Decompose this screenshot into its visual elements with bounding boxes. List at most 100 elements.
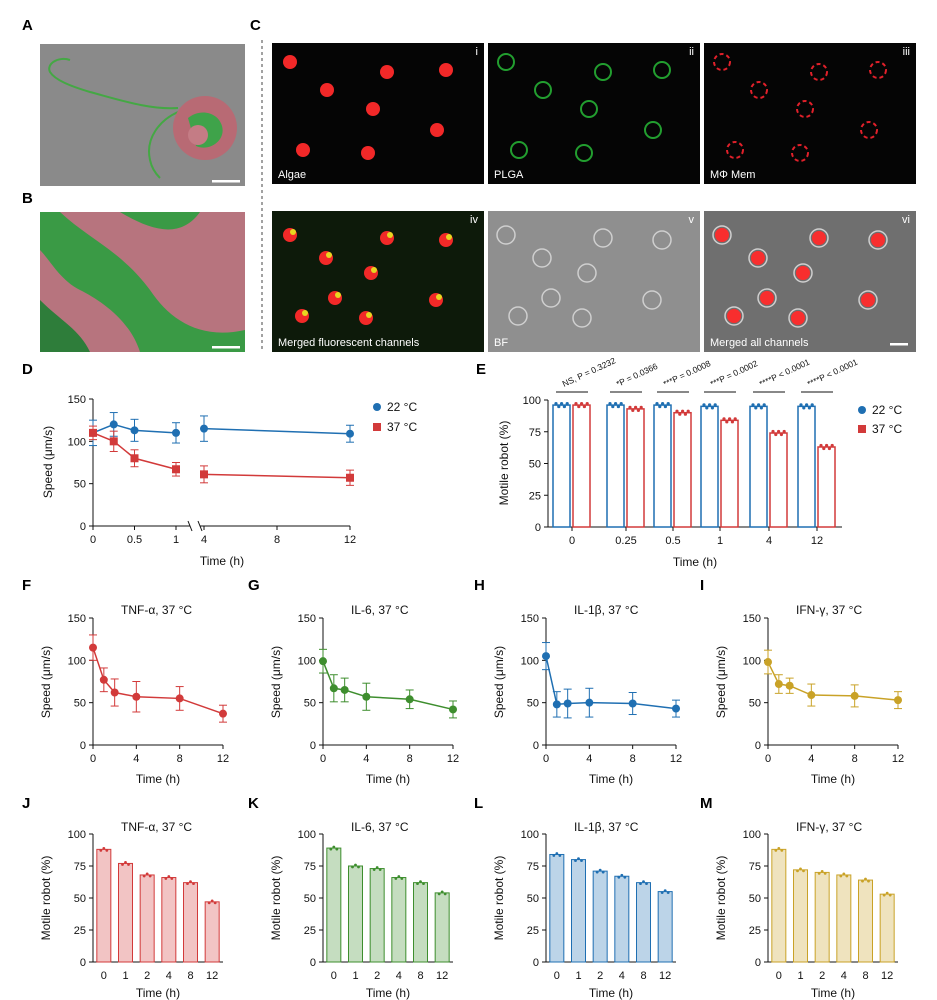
chart-m: 0 25 50 75 100 Motile robot (%) IFN-γ, 37 °C 0 1… [714,820,898,1000]
series-line [545,655,677,710]
chart-title: TNF-α, 37 °C [121,603,192,617]
x-tick-label: 4 [133,753,139,765]
replicate-dot [565,401,569,406]
y-axis-title: Motile robot (%) [492,856,506,941]
bar [552,404,571,528]
replicate-dot [335,847,339,851]
replicate-dot [867,879,870,883]
replicate-dot [686,409,690,413]
bar [369,868,385,963]
data-point [329,684,338,693]
fluorescence-grid: Algae i PLGA ii MΦ Mem iii Merged fluorescent … [272,43,916,352]
x-tick-label: 12 [811,535,823,547]
tile-roman: iv [470,214,478,226]
x-tick-label: 0 [569,535,575,547]
replicate-dot [440,890,444,894]
cell-yellow [446,234,452,240]
legend-label: 37 °C [872,422,902,436]
x-tick-label: 0 [90,534,96,546]
x-tick-label: 0 [765,753,771,765]
x-tick-label: 1 [797,970,803,982]
replicate-dot [557,404,561,409]
y-tick-label: 50 [304,698,316,710]
replicate-dot [124,861,127,864]
bar [571,859,586,963]
x-tick-label: 8 [630,753,636,765]
cell-red [439,63,453,77]
cell-outline [541,288,561,308]
x-tick-label: 4 [396,970,402,982]
replicate-dot [702,403,706,407]
replicate-dot [771,429,775,434]
data-point [175,694,184,703]
data-point [628,699,637,708]
data-point [130,426,139,435]
y-tick-label: 100 [521,655,539,667]
cell-red [296,143,310,157]
data-point [200,470,208,479]
y-tick-label: 100 [68,436,86,448]
replicate-dot [574,401,578,406]
y-tick-label: 100 [298,829,316,841]
y-tick-label: 0 [310,740,316,752]
x-tick-label: 8 [274,534,280,546]
data-point [132,692,141,701]
data-point [405,695,414,704]
cell-green [497,53,515,71]
replicate-dot [839,874,843,878]
series-line [767,661,899,701]
replicate-dot [105,848,109,852]
tile-caption: Algae [278,169,306,181]
y-tick-label: 100 [298,655,316,667]
replicate-dot [397,875,401,878]
y-tick-label: 100 [521,829,539,841]
replicate-dot [774,848,778,852]
sem-image-b [40,212,245,352]
replicate-dot [329,847,333,851]
cell-membrane [869,61,887,79]
replicate-dot [861,879,864,883]
y-tick-label: 100 [743,655,761,667]
replicate-dot [332,845,336,849]
cell-red [791,311,805,325]
replicate-dot [167,875,171,878]
replicate-dot [582,404,587,409]
x-tick-label: 4 [363,753,369,765]
replicate-dot [842,872,846,876]
y-tick-label: 100 [68,829,86,841]
replicate-dot [820,870,824,873]
data-point [552,700,561,709]
data-point [672,704,680,713]
bar [817,446,836,528]
replicate-dot [642,880,645,884]
replicate-dot [148,874,152,878]
scale-bar [212,180,240,183]
replicate-dot [145,872,149,876]
y-tick-label: 0 [80,521,86,533]
replicate-dot [99,848,103,852]
cell-outline [748,248,768,268]
bar [614,875,630,963]
replicate-dot [620,873,624,877]
y-tick-label: 50 [529,459,541,471]
bar [549,853,565,963]
data-point [449,705,457,714]
cell-green [510,141,528,159]
replicate-dot [822,446,826,451]
cell-membrane [860,121,878,139]
bar [793,869,808,963]
replicate-dot [186,882,189,886]
cell-yellow [371,267,377,273]
replicate-dot [554,401,558,406]
data-point [340,685,349,694]
series-line [92,432,177,470]
x-axis-title: Time (h) [366,986,410,1000]
bar [434,892,450,963]
replicate-dot [805,403,809,407]
chart-j: 0 25 50 75 100 Motile robot (%) TNF-α, 37 °C 0 1… [39,820,223,1000]
significance-label: *P = 0.0366 [615,361,660,389]
replicate-dot [823,872,827,875]
replicate-dot [617,875,621,879]
replicate-dot [598,868,602,872]
legend-marker [373,403,381,411]
